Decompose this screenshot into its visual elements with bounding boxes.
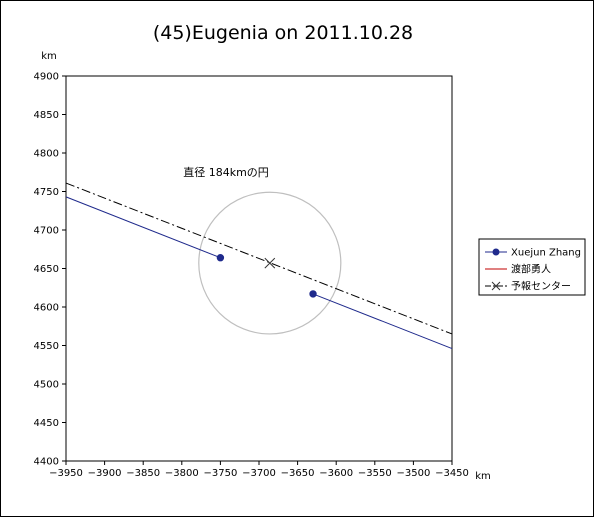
y-tick-label: 4400 [34,457,59,468]
diameter-circle [198,191,342,335]
series-2-line-0 [65,182,453,335]
x-tick-label: −3900 [88,468,122,479]
x-tick-label: −3500 [396,468,430,479]
y-tick-label: 4600 [34,303,59,314]
x-tick-label: −3950 [49,468,83,479]
legend-label-1: 渡部勇人 [511,263,551,276]
series-0-line-0 [65,196,221,259]
axis-layer: −3950 −3900 −3850 −3800 −3750 −3700 −3650 −3600… [34,72,469,480]
legend-label-0: Xuejun Zhang [511,248,581,259]
y-tick-label: 4800 [34,149,59,160]
y-tick-label: 4650 [34,264,59,275]
x-tick-label: −3850 [126,468,160,479]
x-tick-label: −3800 [165,468,199,479]
chart-title: (45)Eugenia on 2011.10.28 [153,22,413,44]
y-tick-label: 4850 [34,110,59,121]
y-tick-label: 4450 [34,418,59,429]
series-0-line-1 [312,293,453,350]
y-tick-label: 4900 [34,72,59,83]
x-tick-label: −3550 [358,468,392,479]
x-tick-label: −3650 [281,468,315,479]
marker-stroke [264,257,276,269]
series-0-point [216,254,225,262]
legend-marker-0 [492,248,500,256]
series-2-point [264,257,276,269]
plot-area [65,75,453,462]
legend-marker-2 [491,281,501,291]
plot-layer [65,182,453,350]
x-tick-label: −3600 [319,468,353,479]
circle-annotation: 直径 184kmの円 [183,165,269,179]
x-axis-unit: km [475,471,491,482]
x-tick-label: −3450 [435,468,469,479]
y-tick-label: 4500 [34,380,59,391]
legend [478,238,586,296]
x-tick-label: −3700 [242,468,276,479]
marker-stroke [491,281,501,291]
y-tick-label: 4750 [34,187,59,198]
y-tick-label: 4700 [34,226,59,237]
y-tick-label: 4550 [34,341,59,352]
x-tick-label: −3750 [203,468,237,479]
legend-label-2: 予報センター [511,281,571,293]
y-axis-unit: km [41,51,57,62]
series-0-point [309,290,317,298]
